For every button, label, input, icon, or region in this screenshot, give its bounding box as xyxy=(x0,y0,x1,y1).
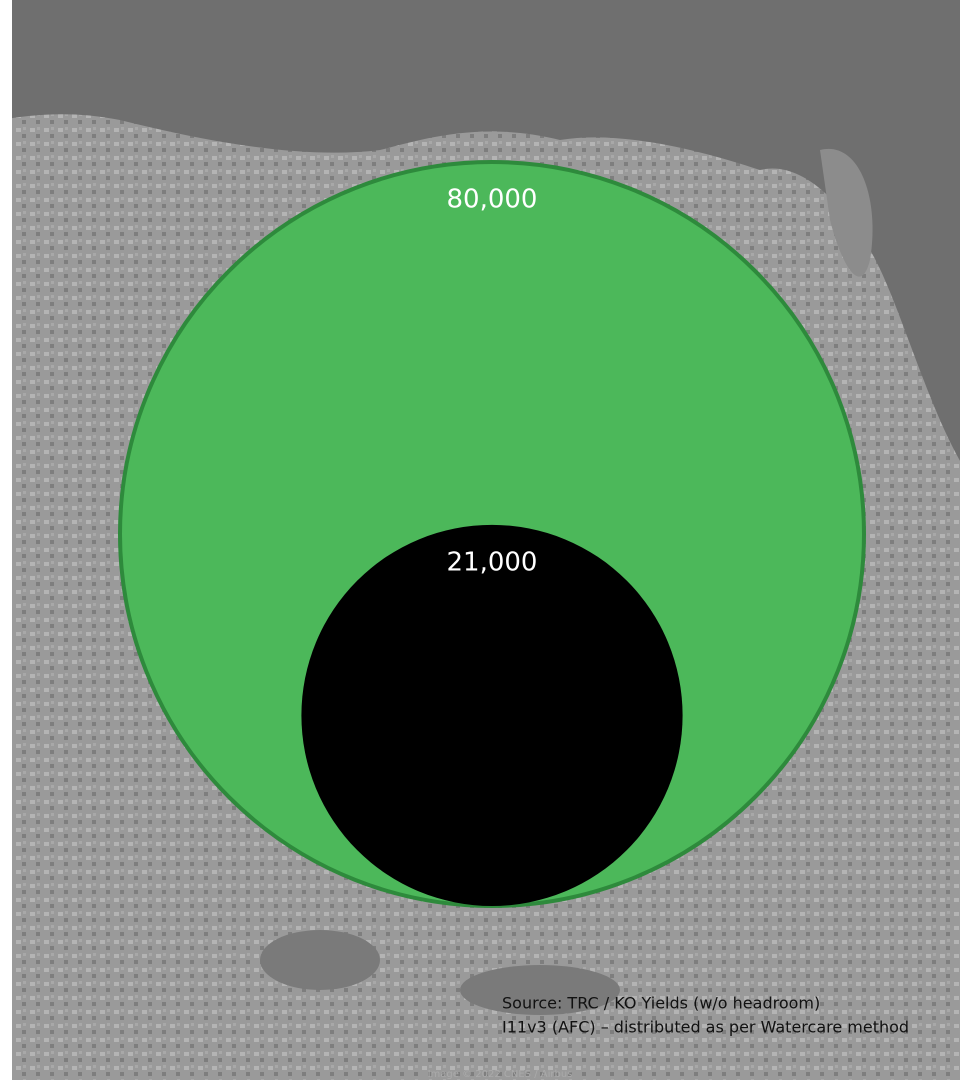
image-credit: Image © 2022 CNES / Airbus xyxy=(428,1069,573,1080)
bubble xyxy=(301,524,683,906)
source-note: I11v3 (AFC) – distributed as per Waterca… xyxy=(502,1018,909,1037)
value-label: 80,000 xyxy=(447,185,538,215)
source-note: Source: TRC / KO Yields (w/o headroom) xyxy=(502,994,820,1013)
value-label: 21,000 xyxy=(447,547,538,577)
